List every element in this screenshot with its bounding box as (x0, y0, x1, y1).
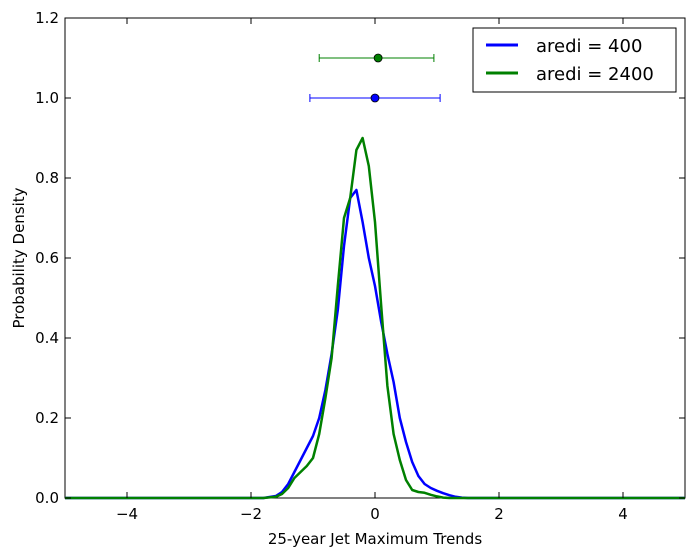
y-tick-label: 0.0 (35, 489, 59, 507)
plot-area (64, 17, 686, 500)
errorbar-marker (370, 93, 380, 103)
x-tick-label: 2 (494, 505, 504, 523)
y-axis-label: Probability Density (10, 187, 28, 328)
x-tick-label: 4 (618, 505, 628, 523)
y-tick-label: 1.0 (35, 89, 59, 107)
errorbar-1 (318, 53, 435, 63)
legend: aredi = 400 aredi = 2400 (472, 27, 677, 93)
x-axis-label: 25-year Jet Maximum Trends (268, 530, 482, 548)
x-tick-label: 0 (370, 505, 380, 523)
errorbar-marker (373, 53, 383, 63)
series-line-aredi-2400 (65, 136, 685, 500)
y-tick-label: 0.2 (35, 409, 59, 427)
errorbar-layer (309, 53, 441, 103)
y-tick-label: 1.2 (35, 9, 59, 27)
tick-layer (65, 17, 685, 499)
legend-label-aredi-400: aredi = 400 (536, 36, 642, 57)
legend-box (472, 27, 677, 93)
y-tick-label: 0.8 (35, 169, 59, 187)
tick-labels: −4 −2 0 2 4 0.0 0.2 0.4 0.6 0.8 1.0 1.2 (35, 9, 628, 523)
y-tick-label: 0.6 (35, 249, 59, 267)
errorbar-2 (309, 93, 441, 103)
legend-label-aredi-2400: aredi = 2400 (536, 64, 654, 85)
series-layer (65, 136, 685, 500)
x-tick-label: −4 (116, 505, 138, 523)
y-tick-label: 0.4 (35, 329, 59, 347)
x-tick-label: −2 (240, 505, 262, 523)
